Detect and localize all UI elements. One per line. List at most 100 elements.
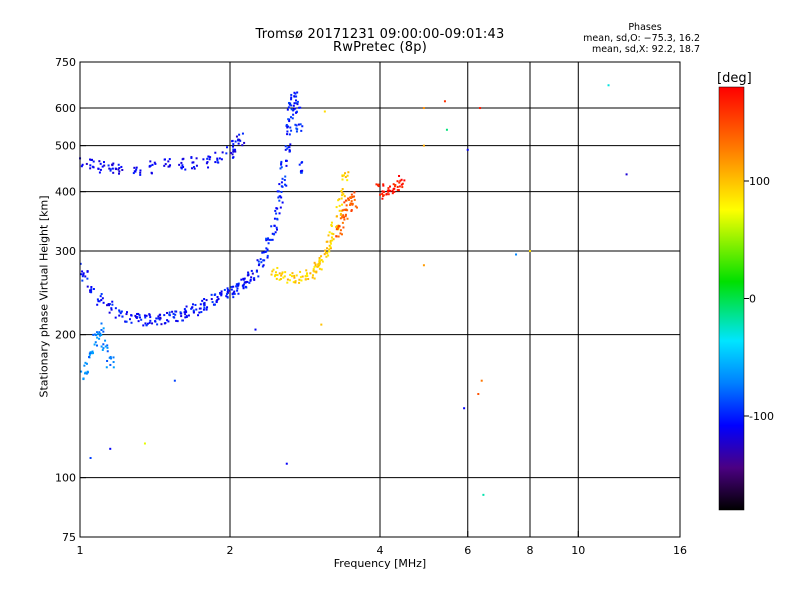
data-point (299, 123, 302, 126)
data-point (107, 164, 110, 167)
data-point (109, 169, 112, 172)
data-point (242, 287, 245, 290)
data-point (479, 107, 482, 110)
o-mode-stats: mean, sd,O: −75.3, 16.2 (583, 33, 700, 44)
data-point (206, 306, 209, 309)
data-point (100, 322, 103, 325)
data-point (399, 179, 402, 182)
data-point (515, 253, 518, 256)
data-point (294, 107, 297, 110)
data-point (108, 167, 111, 170)
data-point (338, 198, 341, 201)
data-point (295, 111, 298, 114)
data-point (92, 333, 95, 336)
data-point (235, 135, 238, 138)
data-point (82, 272, 85, 275)
data-point (274, 209, 277, 212)
data-point (185, 315, 188, 318)
data-point (211, 301, 214, 304)
data-point (111, 167, 114, 170)
data-point (112, 356, 115, 359)
data-point (330, 221, 333, 224)
data-point (86, 285, 89, 288)
data-point (146, 322, 149, 325)
data-point (242, 286, 245, 289)
data-point (166, 311, 169, 314)
data-point (290, 104, 293, 107)
data-point (394, 184, 397, 187)
data-point (356, 206, 359, 209)
data-point (233, 292, 236, 295)
data-point (226, 291, 229, 294)
data-point (200, 311, 203, 314)
data-point (195, 164, 198, 167)
data-point (330, 224, 333, 227)
data-point (250, 276, 253, 279)
data-point (279, 206, 282, 209)
data-point (317, 262, 320, 265)
data-point (298, 163, 301, 166)
x-tick-label: 8 (527, 544, 534, 557)
data-point (120, 310, 123, 313)
data-point (288, 133, 291, 136)
data-point (108, 304, 111, 307)
data-point (298, 278, 301, 281)
data-point (185, 314, 188, 317)
data-point (243, 277, 246, 280)
data-point (332, 238, 335, 241)
data-point (216, 159, 219, 162)
data-point (237, 284, 240, 287)
data-point (293, 91, 296, 94)
data-point (287, 118, 290, 121)
data-point (174, 310, 177, 313)
data-point (154, 162, 157, 165)
data-point (285, 164, 288, 167)
data-point (349, 203, 352, 206)
data-point (167, 165, 170, 168)
data-point (320, 259, 323, 262)
data-point (266, 256, 269, 259)
data-point (279, 167, 282, 170)
data-point (341, 191, 344, 194)
data-point (284, 271, 287, 274)
data-point (90, 291, 93, 294)
data-point (246, 274, 249, 277)
data-point (115, 168, 118, 171)
data-point (292, 113, 295, 116)
data-point (351, 202, 354, 205)
data-point (84, 361, 87, 364)
data-point (285, 159, 288, 162)
data-point (120, 165, 123, 168)
data-point (394, 185, 397, 188)
data-point (257, 275, 260, 278)
data-point (237, 142, 240, 145)
data-point (192, 165, 195, 168)
data-point (225, 152, 228, 155)
data-point (400, 178, 403, 181)
data-point (106, 344, 109, 347)
data-point (278, 183, 281, 186)
data-point (279, 278, 282, 281)
data-point (343, 201, 346, 204)
data-point (353, 191, 356, 194)
data-point (382, 194, 385, 197)
data-point (206, 157, 209, 160)
data-point (231, 293, 234, 296)
data-point (118, 309, 121, 312)
x-axis-label: Frequency [MHz] (333, 557, 427, 570)
data-point (190, 156, 193, 159)
data-point (350, 193, 353, 196)
data-point (117, 163, 120, 166)
data-point (183, 311, 186, 314)
data-point (111, 163, 114, 166)
data-point (202, 308, 205, 311)
data-point (230, 288, 233, 291)
data-point (276, 190, 279, 193)
data-point (301, 169, 304, 172)
data-point (99, 162, 102, 165)
data-point (203, 302, 206, 305)
data-point (280, 190, 283, 193)
data-point (252, 277, 255, 280)
data-point (118, 167, 121, 170)
